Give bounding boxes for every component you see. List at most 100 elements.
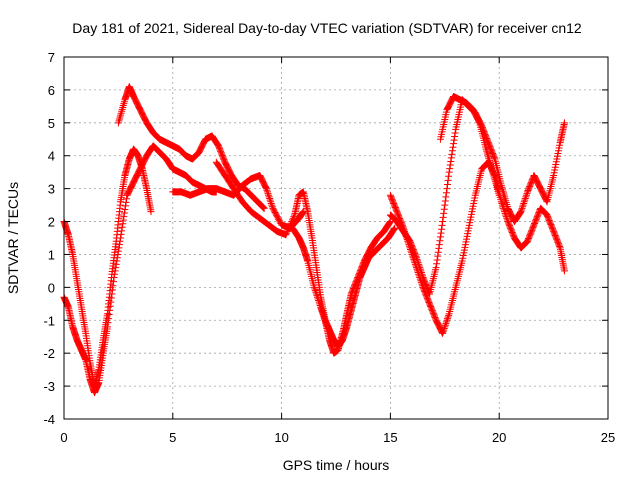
data-point	[441, 321, 449, 329]
data-point	[518, 206, 526, 214]
data-point	[484, 153, 492, 161]
y-tick-label: 6	[48, 83, 55, 98]
data-point	[439, 218, 447, 226]
y-tick-label: -2	[43, 346, 55, 361]
data-point	[283, 229, 291, 237]
data-point	[447, 157, 455, 165]
data-point	[439, 329, 447, 337]
data-point	[444, 181, 452, 189]
data-point	[440, 325, 448, 332]
data-point	[437, 229, 445, 237]
data-point	[442, 193, 450, 201]
data-point	[519, 201, 527, 209]
data-point	[314, 293, 322, 301]
data-point	[560, 119, 568, 127]
data-point	[517, 208, 525, 216]
data-point	[263, 186, 271, 194]
data-point	[522, 193, 530, 201]
data-point	[386, 218, 394, 226]
data-point	[445, 311, 453, 319]
data-point	[115, 241, 123, 249]
data-point	[122, 198, 130, 206]
data-point	[262, 185, 270, 193]
data-point	[112, 260, 120, 268]
data-point	[259, 203, 267, 211]
x-axis-ticks: 0 5 10 15 20 25	[60, 57, 615, 445]
data-point	[413, 254, 421, 262]
data-point	[115, 117, 123, 125]
data-point	[543, 197, 551, 205]
data-point	[444, 313, 452, 321]
data-point	[120, 100, 128, 108]
data-point	[444, 315, 452, 323]
data-point	[444, 176, 452, 184]
data-points	[60, 83, 568, 397]
data-point	[289, 214, 297, 222]
data-point	[120, 98, 128, 106]
data-point	[448, 147, 456, 155]
x-tick-label: 5	[169, 430, 176, 445]
data-point	[438, 225, 446, 233]
y-axis-label: SDTVAR / TECUs	[5, 182, 21, 294]
data-point	[442, 318, 450, 326]
data-point	[521, 195, 529, 203]
data-point	[312, 288, 320, 296]
data-point	[436, 237, 444, 245]
data-point	[265, 193, 273, 201]
y-tick-label: -3	[43, 379, 55, 394]
y-tick-label: 7	[48, 50, 55, 65]
y-tick-label: 4	[48, 149, 55, 164]
data-point	[417, 269, 425, 277]
data-point	[443, 316, 451, 324]
data-point	[415, 260, 423, 268]
data-point	[560, 267, 568, 275]
data-point	[391, 224, 399, 232]
data-point	[118, 227, 126, 235]
data-point	[516, 209, 524, 217]
data-point	[266, 196, 274, 204]
data-point	[442, 189, 450, 197]
data-point	[315, 298, 323, 306]
data-point	[436, 233, 444, 241]
data-point	[439, 213, 447, 221]
data-point	[311, 285, 319, 293]
data-point	[115, 115, 123, 123]
data-point	[264, 190, 272, 198]
data-point	[475, 118, 483, 126]
data-point	[418, 270, 426, 278]
x-tick-label: 20	[492, 430, 506, 445]
data-point	[441, 201, 449, 209]
data-point	[450, 136, 458, 144]
data-point	[447, 154, 455, 162]
data-point	[314, 295, 322, 303]
series-track-a	[60, 142, 220, 397]
data-point	[441, 323, 449, 331]
data-point	[439, 328, 447, 336]
data-point	[287, 219, 295, 227]
data-point	[120, 213, 128, 221]
data-point	[118, 223, 126, 231]
data-point	[442, 320, 450, 328]
data-point	[432, 264, 440, 272]
data-point	[267, 199, 275, 207]
data-point	[416, 264, 424, 272]
x-axis-label: GPS time / hours	[283, 457, 390, 473]
data-point	[416, 265, 424, 273]
data-point	[434, 248, 442, 256]
data-point	[433, 256, 441, 264]
data-point	[313, 292, 321, 300]
data-point	[288, 218, 296, 226]
data-point	[503, 216, 511, 224]
data-point	[117, 109, 125, 117]
data-point	[385, 219, 393, 227]
data-point	[498, 201, 506, 209]
data-point	[518, 204, 526, 212]
data-point	[118, 105, 126, 113]
data-point	[386, 218, 394, 226]
data-point	[443, 185, 451, 193]
data-point	[268, 203, 276, 211]
data-point	[490, 154, 498, 162]
y-tick-label: 2	[48, 215, 55, 230]
data-point	[390, 226, 398, 234]
data-point	[449, 143, 457, 151]
